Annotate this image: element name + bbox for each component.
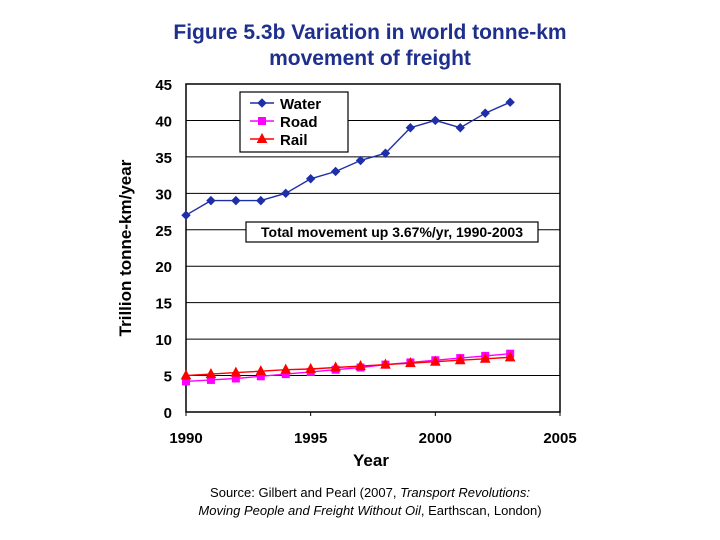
point-water-1993 <box>256 195 266 206</box>
point-water-2000 <box>430 115 441 126</box>
y-tick-label-10: 10 <box>155 332 172 349</box>
point-rail-2000 <box>430 355 441 366</box>
series-line-road <box>185 353 511 383</box>
y-axis-label: Trillion tonne-km/year <box>116 159 135 336</box>
point-rail-2001 <box>454 354 466 365</box>
annotation-text: Total movement up 3.67%/yr, 1990-2003 <box>261 224 523 240</box>
y-tick-label-20: 20 <box>155 259 172 276</box>
point-rail-1998 <box>380 358 391 369</box>
series-line-rail <box>185 356 511 377</box>
point-rail-1995 <box>305 362 316 373</box>
point-water-1995 <box>305 174 316 184</box>
point-rail-1996 <box>330 361 341 372</box>
point-water-1990 <box>181 210 191 220</box>
point-water-2001 <box>455 123 465 133</box>
y-tick-label-25: 25 <box>155 223 172 240</box>
y-tick-label-40: 40 <box>155 113 172 130</box>
legend-label-water: Water <box>280 96 321 113</box>
point-water-2002 <box>480 108 490 118</box>
legend-marker-rail <box>256 132 268 143</box>
y-tick-label-35: 35 <box>155 150 172 167</box>
y-tick-label-30: 30 <box>155 186 172 203</box>
point-water-1998 <box>380 148 391 158</box>
x-tick-label-2005: 2005 <box>543 430 576 447</box>
legend-label-rail: Rail <box>280 132 308 149</box>
x-tick-label-1995: 1995 <box>294 430 327 447</box>
point-rail-2002 <box>479 352 491 363</box>
point-rail-2003 <box>504 351 516 362</box>
point-water-1992 <box>231 195 241 206</box>
annotation-box <box>245 221 539 243</box>
source-line-2: Moving People and Freight Without Oil, E… <box>140 502 600 520</box>
legend-marker-water <box>257 98 267 108</box>
y-tick-label-5: 5 <box>164 369 172 386</box>
x-tick-label-1990: 1990 <box>169 430 202 447</box>
point-rail-1999 <box>405 357 416 368</box>
source-line-1-italic: Transport Revolutions: <box>400 485 530 500</box>
legend-label-road: Road <box>280 114 318 131</box>
source-line-1: Source: Gilbert and Pearl (2007, Transpo… <box>140 484 600 502</box>
point-rail-1997 <box>355 360 366 371</box>
point-rail-1990 <box>180 369 192 380</box>
chart-title-line-1: Figure 5.3b Variation in world tonne-km <box>173 21 567 44</box>
source-citation: Source: Gilbert and Pearl (2007, Transpo… <box>140 484 600 520</box>
point-water-1991 <box>206 195 216 206</box>
source-line-2-suffix: , Earthscan, London) <box>420 503 542 518</box>
point-water-1996 <box>330 166 341 177</box>
y-tick-label-0: 0 <box>164 405 172 422</box>
point-water-1994 <box>281 188 291 199</box>
point-rail-1993 <box>255 365 267 376</box>
point-rail-1991 <box>205 368 217 379</box>
chart-title-line-2: movement of freight <box>269 47 471 70</box>
x-axis-label: Year <box>353 451 389 470</box>
point-water-1999 <box>405 123 416 133</box>
y-tick-label-45: 45 <box>155 77 172 94</box>
x-tick-label-2000: 2000 <box>419 430 452 447</box>
legend-marker-road <box>258 117 266 125</box>
point-rail-1992 <box>230 366 242 377</box>
point-water-1997 <box>355 155 366 166</box>
y-tick-label-15: 15 <box>155 296 172 313</box>
source-line-1-prefix: Source: Gilbert and Pearl (2007, <box>210 485 401 500</box>
source-line-2-italic: Moving People and Freight Without Oil <box>198 503 421 518</box>
point-water-2003 <box>505 97 515 107</box>
chart-title: Figure 5.3b Variation in world tonne-km … <box>60 20 680 72</box>
point-rail-1994 <box>280 363 292 374</box>
